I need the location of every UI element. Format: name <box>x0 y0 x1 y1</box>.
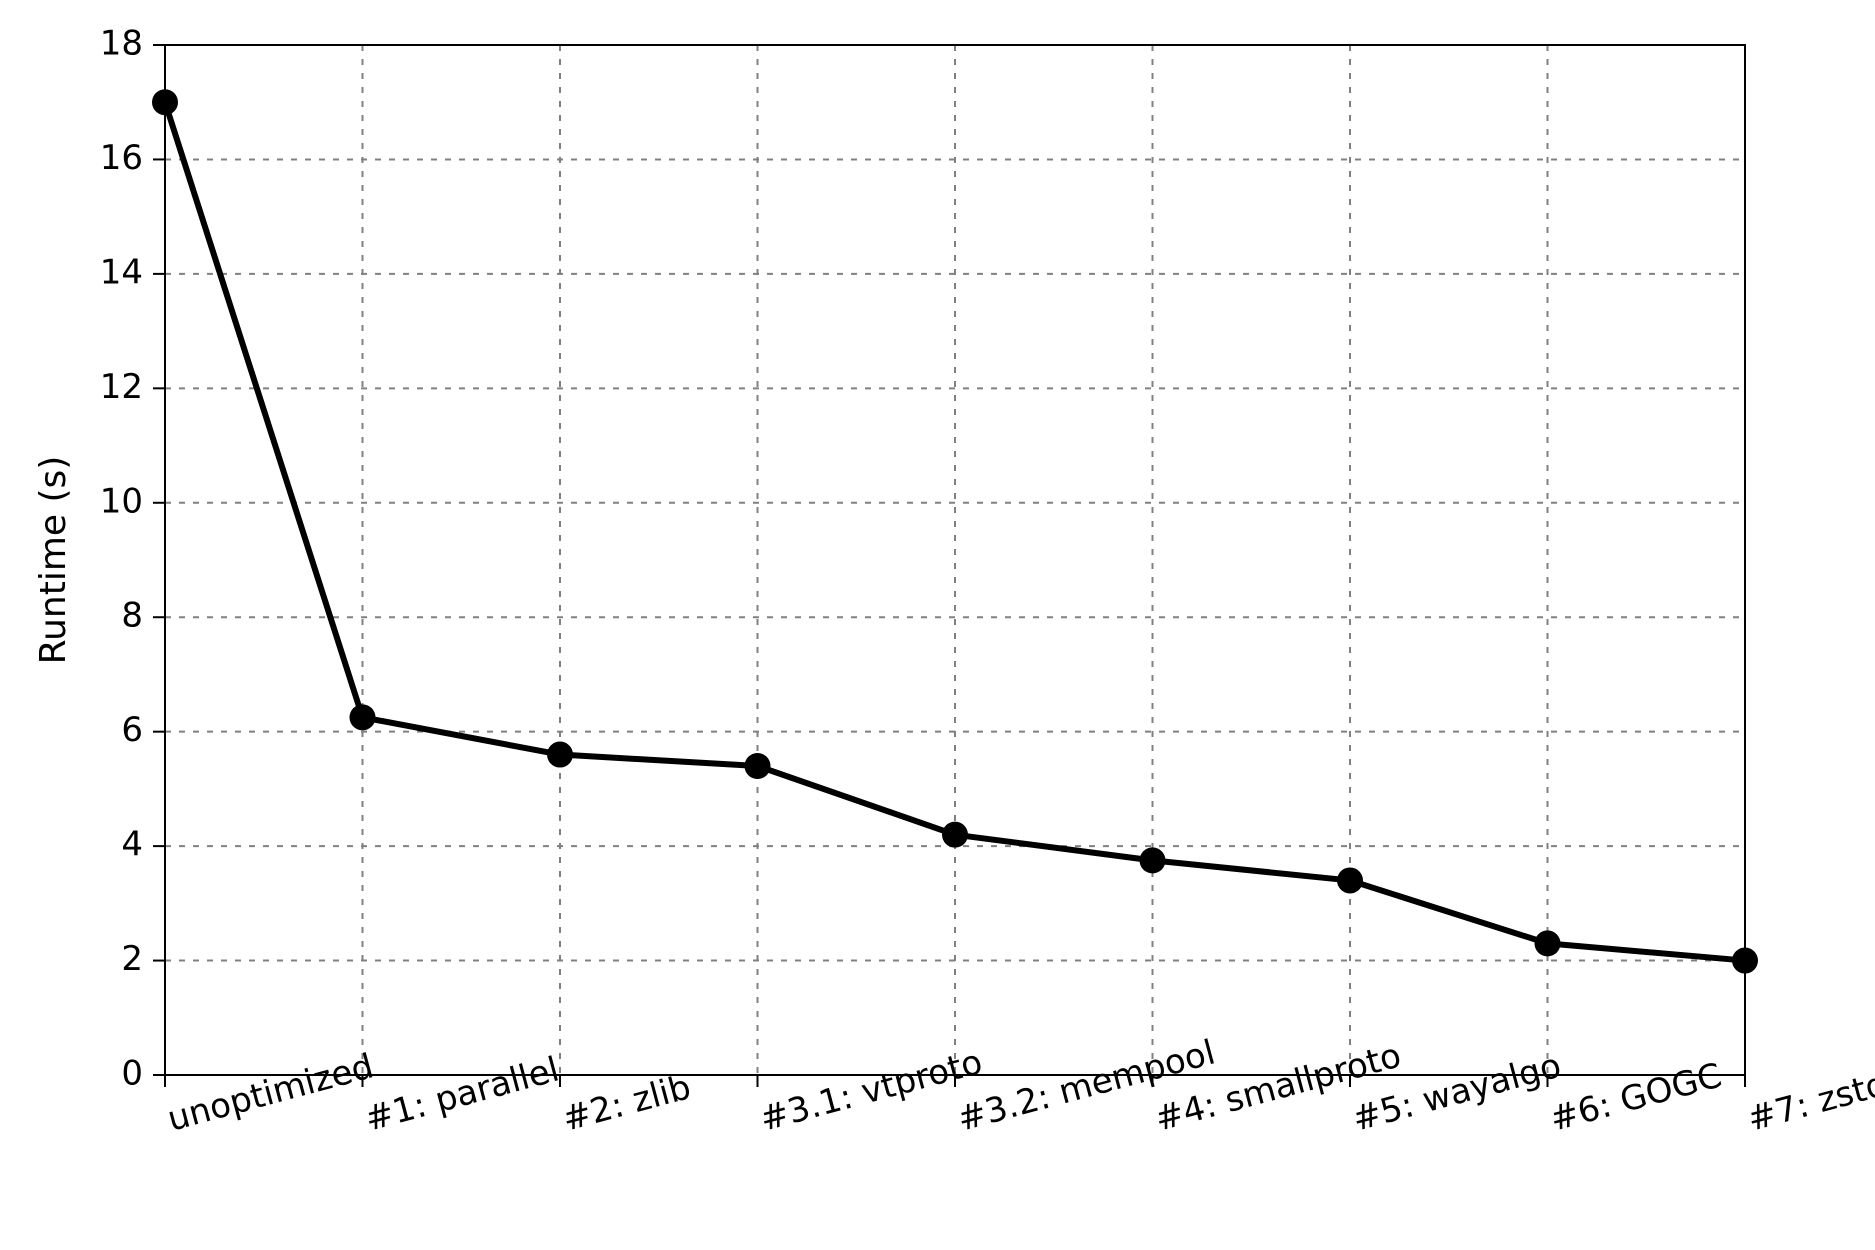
data-point <box>1732 948 1758 974</box>
data-point <box>1337 867 1363 893</box>
y-tick-label: 6 <box>121 710 143 750</box>
y-tick-label: 18 <box>100 24 143 64</box>
y-tick-label: 8 <box>121 596 143 636</box>
y-tick-label: 0 <box>121 1054 143 1094</box>
y-tick-label: 14 <box>100 252 143 292</box>
data-point <box>745 753 771 779</box>
y-tick-label: 2 <box>121 939 143 979</box>
y-tick-label: 12 <box>100 367 143 407</box>
runtime-chart: 024681012141618unoptimized#1: parallel#2… <box>0 0 1875 1250</box>
data-point <box>1140 847 1166 873</box>
data-point <box>152 89 178 115</box>
y-axis-label: Runtime (s) <box>33 456 74 665</box>
data-point <box>547 742 573 768</box>
data-point <box>350 704 376 730</box>
y-tick-label: 10 <box>100 481 143 521</box>
data-point <box>942 822 968 848</box>
y-tick-label: 16 <box>100 138 143 178</box>
data-point <box>1535 930 1561 956</box>
y-tick-label: 4 <box>121 825 143 865</box>
